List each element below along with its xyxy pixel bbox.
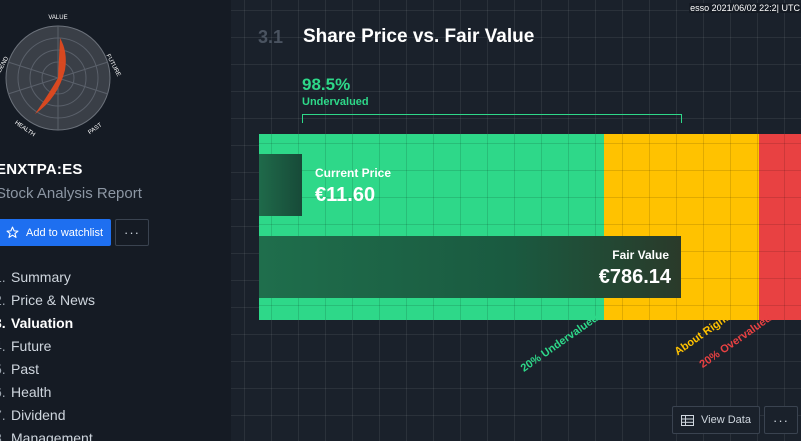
nav-item-valuation[interactable]: 3.Valuation [0, 314, 74, 331]
valuation-panel: esso 2021/06/02 22:2| UTC 3.1 Share Pric… [231, 0, 801, 441]
snowflake-label-dividend: IDEND [0, 55, 10, 75]
zone-label-overvalued: 20% Overvalued [697, 312, 774, 371]
star-icon [6, 226, 19, 238]
undervalued-label: Undervalued [302, 96, 369, 108]
current-price-value: €11.60 [315, 184, 376, 206]
nav-item-future[interactable]: 4.Future [0, 337, 52, 354]
view-data-button[interactable]: View Data [672, 406, 760, 434]
nav-item-dividend[interactable]: 7.Dividend [0, 406, 66, 423]
nav-item-past[interactable]: 5.Past [0, 360, 40, 377]
watchlist-label: Add to watchlist [26, 226, 104, 239]
timestamp: esso 2021/06/02 22:2| UTC [689, 3, 801, 13]
snowflake-chart: VALUE FUTURE PAST HEALTH IDEND [0, 15, 121, 138]
table-icon [681, 414, 695, 426]
chart-more-button[interactable]: ··· [764, 406, 798, 434]
undervalued-percent: 98.5% [302, 75, 351, 94]
fair-value-value: €786.14 [598, 266, 671, 288]
section-number: 3.1 [258, 27, 284, 47]
company-ticker: ENXTPA:ES [0, 161, 83, 178]
nav-item-health[interactable]: 6.Health [0, 383, 52, 400]
report-nav: 1.Summary 2.Price & News 3.Valuation 4.F… [0, 265, 95, 441]
nav-item-price-news[interactable]: 2.Price & News [0, 291, 96, 308]
difference-bracket [302, 114, 682, 123]
zone-label-undervalued: 20% Undervalued [518, 312, 601, 375]
fair-value-label: Fair Value [612, 248, 669, 262]
more-options-button[interactable]: ··· [115, 219, 149, 246]
current-price-bar [259, 154, 302, 216]
view-data-label: View Data [701, 414, 751, 426]
nav-item-summary[interactable]: 1.Summary [0, 268, 71, 285]
fair-value-bar [259, 236, 681, 298]
current-price-label: Current Price [315, 166, 392, 180]
section-title: Share Price vs. Fair Value [303, 26, 535, 47]
add-to-watchlist-button[interactable]: Add to watchlist [0, 219, 111, 246]
snowflake-shape [35, 38, 66, 114]
snowflake-label-past: PAST [87, 122, 103, 136]
snowflake-label-value: VALUE [48, 15, 67, 21]
nav-item-management[interactable]: 8.Management [0, 429, 93, 441]
fair-value-gauge: Current Price €11.60 Fair Value €786.14 [259, 134, 801, 320]
sidebar: VALUE FUTURE PAST HEALTH IDEND ENXTPA:ES… [0, 0, 231, 441]
zone-overvalued [759, 134, 801, 320]
report-subtitle: Stock Analysis Report [0, 185, 142, 202]
